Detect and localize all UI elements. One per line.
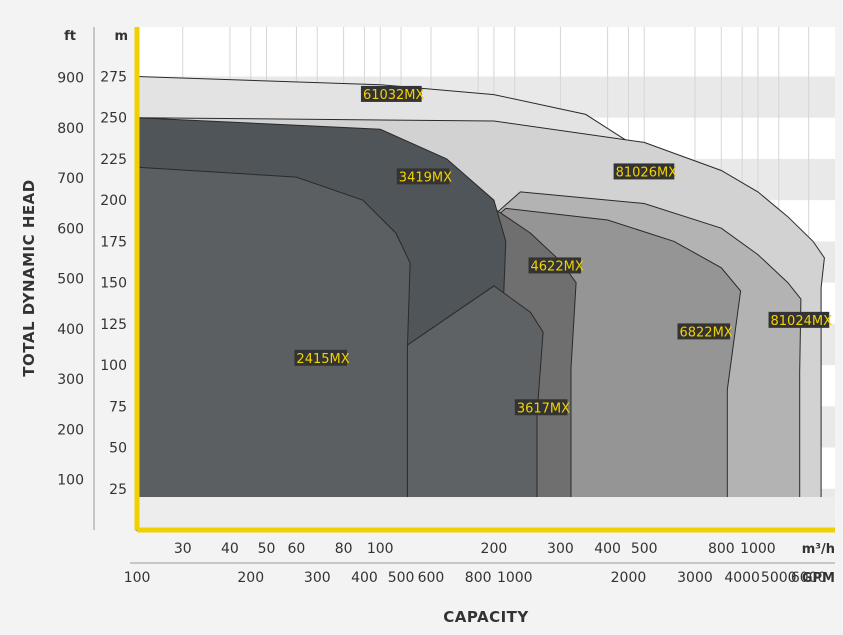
xtick-gpm: 500 [388,570,415,586]
label-4622MX: 4622MX [531,259,584,274]
xtick-m3h: 100 [367,541,394,557]
xtick-m3h: 300 [547,541,574,557]
ytick-m: 225 [100,152,127,168]
ytick-ft: 700 [57,171,84,187]
ytick-ft: 600 [57,221,84,237]
label-bg-81026MX [613,163,675,180]
xtick-gpm: 1000 [497,570,533,586]
unit-ft: ft [64,29,76,44]
ytick-m: 250 [100,111,127,127]
label-bg-2415MX [294,349,348,366]
label-6822MX: 6822MX [679,325,732,340]
xtick-gpm: 400 [351,570,378,586]
xtick-m3h: 500 [631,541,658,557]
xtick-gpm: 100 [124,570,151,586]
unit-gpm: GPM [802,571,835,586]
xtick-gpm: 800 [465,570,492,586]
xtick-m3h: 60 [288,541,306,557]
ytick-m: 175 [100,234,127,250]
label-bg-3617MX [514,399,568,416]
xtick-gpm: 600 [418,570,445,586]
xtick-m3h: 80 [335,541,353,557]
ytick-ft: 300 [57,372,84,388]
label-2415MX: 2415MX [296,352,349,367]
ytick-m: 75 [109,399,127,415]
ytick-ft: 800 [57,121,84,137]
label-bg-3419MX [396,168,450,185]
xtick-m3h: 40 [221,541,239,557]
xtick-gpm: 2000 [611,570,647,586]
unit-m3h: m³/h [802,542,835,557]
xtick-m3h: 400 [594,541,621,557]
ytick-m: 200 [100,193,127,209]
xtick-m3h: 800 [708,541,735,557]
x-axis-title: CAPACITY [443,608,529,626]
label-61032MX: 61032MX [363,88,425,103]
ytick-m: 50 [109,441,127,457]
label-81026MX: 81026MX [616,165,678,180]
ytick-ft: 200 [57,422,84,438]
xtick-m3h: 30 [174,541,192,557]
ytick-m: 150 [100,276,127,292]
ytick-m: 275 [100,69,127,85]
curve-2415MX [136,166,411,531]
ytick-ft: 500 [57,272,84,288]
label-81024MX: 81024MX [771,314,833,329]
xtick-gpm: 5000 [761,570,797,586]
label-bg-6822MX [677,323,731,340]
ytick-ft: 100 [57,473,84,489]
ytick-m: 125 [100,317,127,333]
ytick-m: 100 [100,358,127,374]
xtick-gpm: 6000 [791,570,827,586]
xtick-m3h: 1000 [740,541,776,557]
xtick-gpm: 3000 [677,570,713,586]
ytick-ft: 900 [57,71,84,87]
label-3419MX: 3419MX [399,170,452,185]
xtick-gpm: 300 [304,570,331,586]
xtick-m3h: 50 [258,541,276,557]
xtick-gpm: 200 [237,570,264,586]
unit-m: m [114,29,128,44]
label-3617MX: 3617MX [517,401,570,416]
xtick-gpm: 4000 [724,570,760,586]
y-axis-title: TOTAL DYNAMIC HEAD [20,179,38,376]
ytick-m: 25 [109,482,127,498]
label-bg-81024MX [768,311,830,328]
ytick-ft: 400 [57,322,84,338]
xtick-m3h: 200 [481,541,508,557]
label-bg-61032MX [360,85,422,102]
label-bg-4622MX [528,257,582,274]
lower-band [137,497,835,530]
